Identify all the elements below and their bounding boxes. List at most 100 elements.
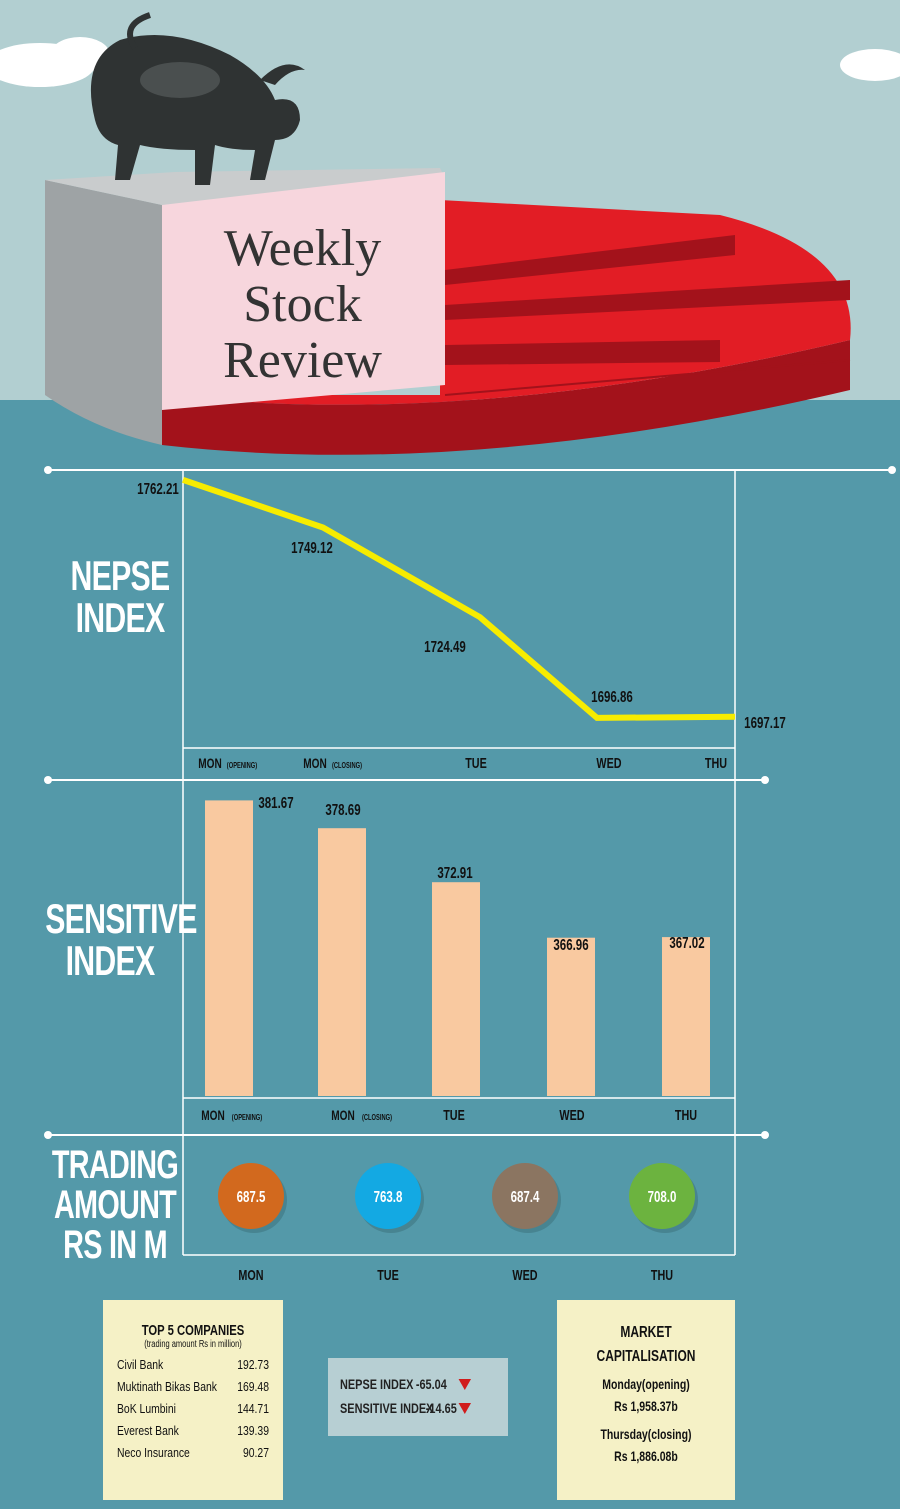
nepse-tick-label: TUE xyxy=(465,754,487,771)
trading-tick-label: TUE xyxy=(377,1266,399,1283)
sensitive-change-label: SENSITIVE INDEX xyxy=(340,1400,434,1416)
trading-data-label: 687.5 xyxy=(237,1187,266,1205)
cloud-left xyxy=(0,37,110,87)
market-cap-title-1: MARKET xyxy=(620,1324,672,1341)
top5-subtitle: (trading amount Rs in million) xyxy=(144,1339,242,1350)
nepse-change-label: NEPSE INDEX xyxy=(340,1376,414,1392)
company-name: Everest Bank xyxy=(117,1423,179,1438)
sensitive-top-rule-dot-right xyxy=(761,776,769,784)
sensitive-change-value: -14.65 xyxy=(425,1400,457,1416)
market-cap-opening-value: Rs 1,958.37b xyxy=(614,1398,678,1414)
nepse-tick-sublabel: (OPENING) xyxy=(227,762,257,770)
nepse-data-label: 1697.17 xyxy=(744,713,786,731)
nepse-tick-label: THU xyxy=(705,754,727,771)
nepse-title-line-1: NEPSE xyxy=(70,552,171,599)
title-card-shape xyxy=(162,172,445,410)
top5-box: TOP 5 COMPANIES (trading amount Rs in mi… xyxy=(103,1300,283,1500)
trading-tick-label: THU xyxy=(651,1266,673,1283)
trading-title-line-3: RS IN M xyxy=(63,1223,167,1267)
sensitive-data-label: 366.96 xyxy=(553,935,588,953)
sensitive-tick-sublabel: (CLOSING) xyxy=(362,1114,392,1122)
market-cap-box: MARKET CAPITALISATION Monday(opening) Rs… xyxy=(557,1300,735,1500)
pie-illustration xyxy=(45,168,851,455)
sensitive-data-label: 372.91 xyxy=(437,863,472,881)
company-amount: 192.73 xyxy=(237,1357,269,1372)
nepse-data-label: 1749.12 xyxy=(291,538,333,556)
trading-marker xyxy=(629,1163,695,1229)
sensitive-tick-label: THU xyxy=(675,1106,697,1123)
trading-marker xyxy=(355,1163,421,1229)
trading-top-rule-dot-left xyxy=(44,1131,52,1139)
sensitive-tick-label: MON xyxy=(331,1107,354,1123)
index-change-box: NEPSE INDEX -65.04 SENSITIVE INDEX -14.6… xyxy=(328,1358,508,1436)
sensitive-data-label: 367.02 xyxy=(669,933,704,951)
nepse-top-rule-dot-right xyxy=(888,466,896,474)
sensitive-tick-sublabel: (OPENING) xyxy=(232,1114,262,1122)
trading-data-label: 687.4 xyxy=(511,1187,540,1205)
nepse-data-label: 1724.49 xyxy=(424,637,466,655)
sensitive-title: SENSITIVE INDEX xyxy=(45,895,197,984)
down-arrow-icon xyxy=(458,1402,472,1414)
sensitive-tick-label: MON xyxy=(201,1107,224,1123)
trading-data-label: 763.8 xyxy=(374,1187,403,1205)
market-cap-opening-label: Monday(opening) xyxy=(602,1376,690,1392)
nepse-series-line xyxy=(182,477,736,721)
market-cap-closing-label: Thursday(closing) xyxy=(600,1426,692,1442)
company-amount: 139.39 xyxy=(237,1423,269,1438)
trading-title-line-1: TRADING xyxy=(51,1143,179,1187)
trading-data-label: 708.0 xyxy=(648,1187,677,1205)
bull-icon xyxy=(90,12,305,185)
trading-tick-label: WED xyxy=(512,1266,537,1283)
nepse-change-value: -65.04 xyxy=(415,1376,447,1392)
nepse-top-rule-dot-left xyxy=(44,466,52,474)
table-row: Muktinath Bikas Bank 169.48 xyxy=(117,1376,269,1398)
trading-top-rule-dot-right xyxy=(761,1131,769,1139)
header-illustration xyxy=(0,12,900,455)
page-title: Weekly Stock Review xyxy=(160,190,445,420)
sensitive-tick-label: TUE xyxy=(443,1106,465,1123)
sensitive-bar xyxy=(318,828,366,1096)
sensitive-title-line-2: INDEX xyxy=(65,937,156,984)
sensitive-top-rule-dot-left xyxy=(44,776,52,784)
sensitive-title-line-1: SENSITIVE xyxy=(45,895,197,942)
sensitive-bar xyxy=(547,937,595,1096)
company-name: Civil Bank xyxy=(117,1357,164,1372)
nepse-title-line-2: INDEX xyxy=(75,594,166,641)
market-cap-title-2: CAPITALISATION xyxy=(596,1348,696,1365)
company-name: Muktinath Bikas Bank xyxy=(117,1379,218,1394)
trading-marker xyxy=(492,1163,558,1229)
top5-list: Civil Bank 192.73 Muktinath Bikas Bank 169.… xyxy=(103,1354,283,1464)
table-row: Neco Insurance 90.27 xyxy=(117,1442,269,1464)
title-line-2: Stock xyxy=(243,275,362,333)
nepse-tick-label: WED xyxy=(596,754,621,771)
trading-tick-label: MON xyxy=(238,1266,263,1283)
cloud-right xyxy=(840,49,900,81)
nepse-data-label: 1762.21 xyxy=(137,479,179,497)
company-name: BoK Lumbini xyxy=(117,1401,176,1416)
company-amount: 169.48 xyxy=(237,1379,269,1394)
table-row: Everest Bank 139.39 xyxy=(117,1420,269,1442)
nepse-data-label: 1696.86 xyxy=(591,687,633,705)
nepse-title: NEPSE INDEX xyxy=(62,555,177,639)
sensitive-change-row: SENSITIVE INDEX -14.65 xyxy=(340,1396,472,1420)
table-row: BoK Lumbini 144.71 xyxy=(117,1398,269,1420)
sensitive-bar xyxy=(432,882,480,1096)
nepse-tick-label: MON xyxy=(198,755,221,771)
company-name: Neco Insurance xyxy=(117,1445,190,1460)
title-line-1: Weekly xyxy=(223,219,382,277)
trading-marker xyxy=(218,1163,284,1229)
trading-title-line-2: AMOUNT xyxy=(53,1183,177,1227)
nepse-tick-label: MON xyxy=(303,755,326,771)
sensitive-data-label: 378.69 xyxy=(325,800,360,818)
company-amount: 144.71 xyxy=(237,1401,269,1416)
sensitive-data-label: 381.67 xyxy=(258,793,293,811)
nepse-change-row: NEPSE INDEX -65.04 xyxy=(340,1372,472,1396)
top5-title: TOP 5 COMPANIES xyxy=(141,1322,245,1339)
sensitive-bar xyxy=(662,937,710,1096)
sensitive-bar xyxy=(205,800,253,1096)
title-line-3: Review xyxy=(223,332,382,390)
company-amount: 90.27 xyxy=(242,1445,269,1460)
down-arrow-icon xyxy=(458,1378,472,1390)
market-cap-closing-value: Rs 1,886.08b xyxy=(614,1448,678,1464)
